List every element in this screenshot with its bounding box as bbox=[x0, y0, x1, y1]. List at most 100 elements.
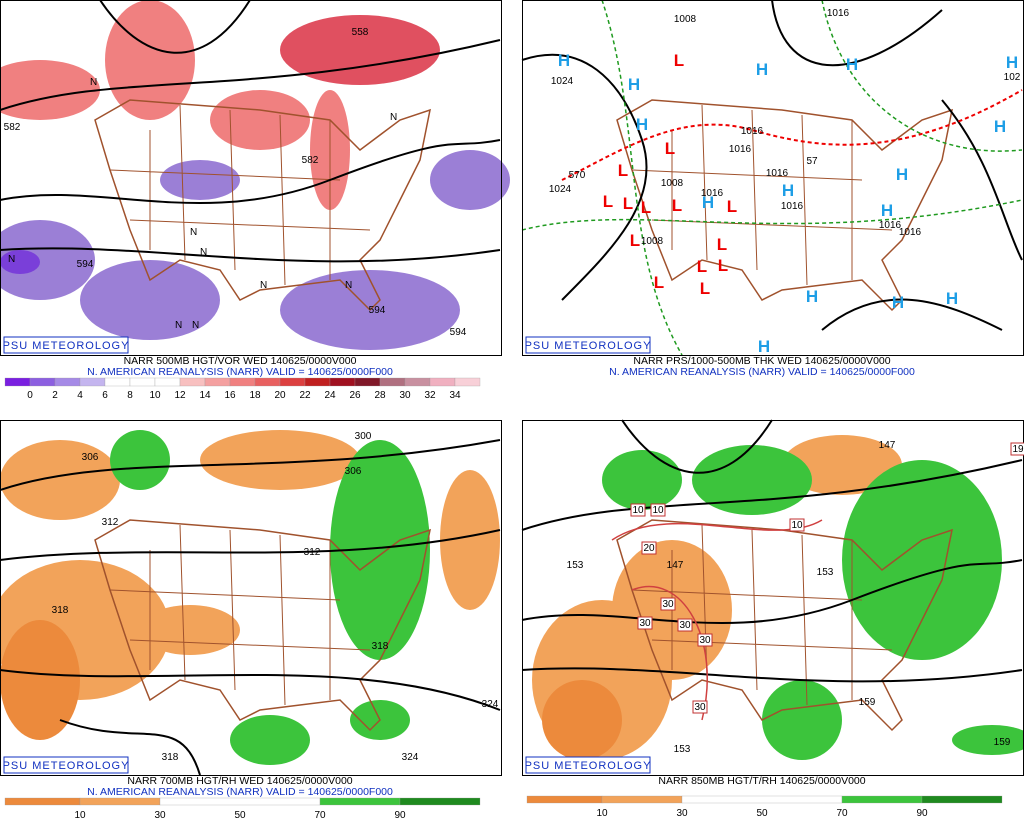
contour-label: 1024 bbox=[549, 184, 572, 195]
boxed-label: 30 bbox=[694, 702, 706, 713]
contour bbox=[941, 99, 1023, 261]
high-pressure: H bbox=[806, 287, 818, 306]
high-pressure: H bbox=[892, 293, 904, 312]
map-panel: 1008101610241016101610161008101610161016… bbox=[521, 0, 1024, 378]
colorbar-label: 20 bbox=[274, 390, 286, 401]
vorticity-symbol: N bbox=[190, 227, 197, 238]
thickness-contour bbox=[601, 0, 683, 356]
credit-box bbox=[525, 336, 651, 354]
colorbar-segment bbox=[354, 377, 381, 387]
boxed-label: 20 bbox=[643, 543, 655, 554]
contour-label: 312 bbox=[102, 517, 119, 528]
low-pressure: L bbox=[700, 279, 710, 298]
vorticity-symbol: N bbox=[260, 280, 267, 291]
contour-label: 1016 bbox=[827, 8, 850, 19]
contour-label: 1024 bbox=[551, 76, 574, 87]
label-box bbox=[677, 618, 693, 632]
colorbar-label: 16 bbox=[224, 390, 236, 401]
colorbar-label: 70 bbox=[836, 808, 848, 819]
contour-label: 1008 bbox=[674, 14, 697, 25]
colorbar-segment bbox=[29, 377, 56, 387]
vorticity-symbol: N bbox=[345, 280, 352, 291]
contour bbox=[0, 39, 501, 111]
high-pressure: H bbox=[994, 117, 1006, 136]
contour-label: 582 bbox=[4, 122, 21, 133]
colorbar-segment bbox=[429, 377, 456, 387]
colorbar-label: 24 bbox=[324, 390, 336, 401]
credit: PSU METEOROLOGY bbox=[3, 340, 130, 352]
contour-label: 594 bbox=[77, 259, 94, 270]
credit-box bbox=[525, 756, 651, 774]
shading bbox=[440, 470, 500, 610]
high-pressure: H bbox=[558, 51, 570, 70]
contour-label: 102 bbox=[1004, 72, 1021, 83]
shading bbox=[952, 725, 1024, 755]
shading bbox=[0, 440, 120, 520]
caption: N. AMERICAN REANALYSIS (NARR) VALID = 14… bbox=[609, 366, 915, 378]
colorbar-segment bbox=[4, 377, 31, 387]
contour bbox=[821, 298, 1003, 331]
low-pressure: L bbox=[674, 51, 684, 70]
contour-label: 147 bbox=[879, 440, 896, 451]
map-background bbox=[522, 0, 1024, 356]
contour-label: 159 bbox=[859, 697, 876, 708]
contour bbox=[99, 0, 251, 54]
contour bbox=[59, 719, 201, 776]
shading bbox=[542, 680, 622, 760]
colorbar-segment bbox=[526, 795, 603, 804]
label-box bbox=[692, 700, 708, 714]
temperature-contour bbox=[631, 585, 708, 721]
contour-label: 1016 bbox=[879, 220, 902, 231]
colorbar-segment bbox=[329, 377, 356, 387]
low-pressure: L bbox=[665, 139, 675, 158]
contour-label: 594 bbox=[450, 327, 467, 338]
high-pressure: H bbox=[782, 181, 794, 200]
vorticity-symbol: N bbox=[390, 112, 397, 123]
colorbar-segment bbox=[159, 797, 321, 806]
contour-label: 1008 bbox=[661, 178, 684, 189]
colorbar-segment bbox=[399, 797, 481, 806]
colorbar-segment bbox=[841, 795, 923, 804]
label-box bbox=[1010, 442, 1024, 456]
boxed-label: 19 bbox=[1012, 444, 1024, 455]
contour-label: 300 bbox=[355, 431, 372, 442]
colorbar-label: 6 bbox=[102, 390, 108, 401]
vorticity-symbol: N bbox=[8, 254, 15, 265]
shading bbox=[105, 0, 195, 120]
shading bbox=[0, 250, 40, 274]
label-box bbox=[650, 503, 666, 517]
shading bbox=[602, 450, 682, 510]
colorbar-label: 90 bbox=[916, 808, 928, 819]
country-outline bbox=[616, 519, 953, 732]
colorbar-label: 10 bbox=[149, 390, 161, 401]
colorbar-label: 0 bbox=[27, 390, 33, 401]
state-lines bbox=[109, 524, 371, 706]
contour-label: 153 bbox=[674, 744, 691, 755]
contour-label: 594 bbox=[369, 305, 386, 316]
label-box bbox=[660, 597, 676, 611]
colorbar-label: 22 bbox=[299, 390, 311, 401]
colorbar-label: 30 bbox=[399, 390, 411, 401]
colorbar-label: 18 bbox=[249, 390, 261, 401]
colorbar-segment bbox=[319, 797, 401, 806]
colorbar-label: 30 bbox=[676, 808, 688, 819]
low-pressure: L bbox=[618, 161, 628, 180]
label-box bbox=[641, 541, 657, 555]
boxed-label: 10 bbox=[791, 520, 803, 531]
colorbar-label: 34 bbox=[449, 390, 461, 401]
caption: N. AMERICAN REANALYSIS (NARR) VALID = 14… bbox=[87, 786, 393, 798]
caption: NARR 850MB HGT/T/RH 140625/0000V000 bbox=[658, 775, 865, 787]
state-lines bbox=[631, 104, 893, 286]
contour bbox=[0, 247, 501, 263]
colorbar-label: 28 bbox=[374, 390, 386, 401]
contour-label: 306 bbox=[345, 466, 362, 477]
colorbar-label: 50 bbox=[756, 808, 768, 819]
contour bbox=[621, 419, 773, 474]
colorbar-segment bbox=[454, 377, 481, 387]
boxed-label: 10 bbox=[652, 505, 664, 516]
shading bbox=[280, 15, 440, 85]
contour bbox=[0, 529, 501, 561]
credit: PSU METEOROLOGY bbox=[525, 340, 652, 352]
contour-label: 1016 bbox=[701, 188, 724, 199]
colorbar-segment bbox=[179, 377, 206, 387]
